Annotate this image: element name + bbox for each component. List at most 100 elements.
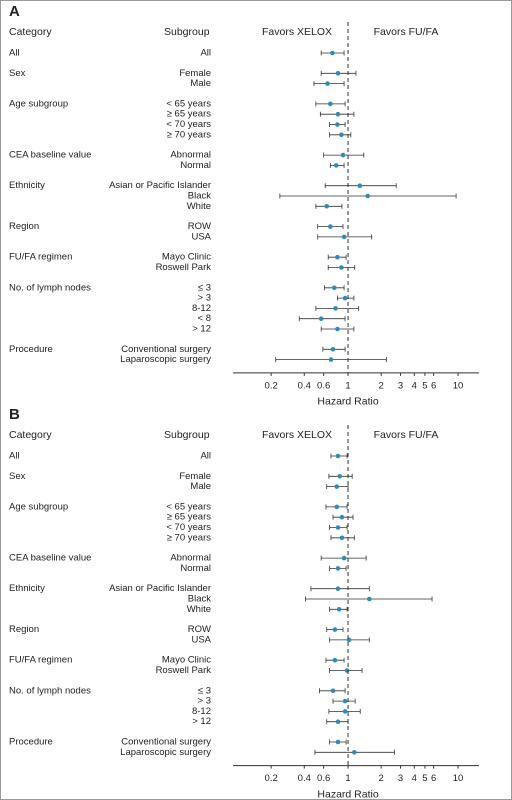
subgroup-label: Asian or Pacific Islander bbox=[109, 583, 211, 594]
point bbox=[339, 265, 344, 270]
x-tick-label: 10 bbox=[453, 773, 464, 784]
point bbox=[340, 152, 346, 158]
x-tick-label: 3 bbox=[398, 380, 403, 391]
point bbox=[324, 204, 330, 209]
subgroup-label: Roswell Park bbox=[156, 262, 212, 273]
column-header: Subgroup bbox=[164, 26, 210, 38]
subgroup-label: All bbox=[200, 48, 211, 59]
subgroup-label: < 70 years bbox=[166, 522, 211, 533]
point bbox=[337, 474, 343, 479]
point bbox=[352, 750, 357, 755]
point bbox=[335, 586, 341, 591]
subgroup-label: White bbox=[187, 604, 211, 615]
point bbox=[342, 709, 348, 714]
point bbox=[335, 254, 340, 260]
category-label: CEA baseline value bbox=[9, 553, 91, 564]
x-tick-label: 5 bbox=[422, 773, 427, 784]
x-axis-label: Hazard Ratio bbox=[317, 396, 378, 408]
subgroup-label: > 3 bbox=[198, 696, 211, 707]
x-axis-label: Hazard Ratio bbox=[317, 788, 378, 800]
point bbox=[318, 316, 324, 322]
category-label: Sex bbox=[9, 68, 26, 79]
point bbox=[335, 326, 340, 332]
subgroup-label: ≥ 65 years bbox=[167, 109, 212, 120]
point bbox=[335, 525, 341, 530]
point bbox=[366, 596, 372, 602]
subgroup-label: ROW bbox=[188, 624, 211, 635]
category-label: FU/FA regimen bbox=[9, 252, 72, 263]
subgroup-label: ≥ 70 years bbox=[167, 532, 212, 543]
subgroup-label: > 3 bbox=[198, 293, 211, 304]
x-tick-label: 1 bbox=[345, 380, 350, 391]
point bbox=[342, 698, 348, 704]
subgroup-label: Black bbox=[188, 594, 211, 605]
subgroup-label: Roswell Park bbox=[156, 665, 212, 676]
point bbox=[341, 234, 347, 240]
point bbox=[335, 566, 341, 571]
x-tick-label: 0.2 bbox=[265, 773, 278, 784]
subgroup-label: > 12 bbox=[192, 716, 211, 727]
subgroup-label: All bbox=[200, 451, 211, 462]
subgroup-label: Male bbox=[190, 78, 211, 89]
point bbox=[330, 347, 336, 352]
subgroup-label: Laparoscopic surgery bbox=[120, 354, 211, 365]
x-tick-label: 0.4 bbox=[298, 380, 311, 391]
point bbox=[335, 71, 341, 76]
x-tick-label: 2 bbox=[379, 380, 384, 391]
point bbox=[325, 81, 330, 86]
subgroup-label: ≥ 70 years bbox=[167, 129, 212, 140]
x-tick-label: 4 bbox=[412, 380, 417, 391]
category-label: Procedure bbox=[9, 737, 53, 748]
x-tick-label: 6 bbox=[431, 380, 436, 391]
category-label: Sex bbox=[9, 471, 26, 482]
point bbox=[344, 668, 350, 673]
category-label: Ethnicity bbox=[9, 180, 45, 191]
subgroup-label: ROW bbox=[188, 221, 211, 232]
category-label: All bbox=[9, 451, 20, 462]
category-label: Region bbox=[9, 221, 39, 232]
point bbox=[335, 111, 341, 117]
point bbox=[330, 50, 335, 56]
subgroup-label: ≤ 3 bbox=[198, 282, 211, 293]
x-tick-label: 3 bbox=[398, 773, 403, 784]
point bbox=[339, 132, 344, 138]
subgroup-label: Abnormal bbox=[170, 150, 211, 161]
x-tick-label: 5 bbox=[422, 380, 427, 391]
panel-label: A bbox=[9, 3, 20, 20]
point bbox=[339, 514, 345, 520]
category-label: Procedure bbox=[9, 344, 53, 355]
category-label: Ethnicity bbox=[9, 583, 45, 594]
column-header: Subgroup bbox=[164, 429, 210, 441]
subgroup-label: White bbox=[187, 201, 211, 212]
x-tick-label: 6 bbox=[431, 773, 436, 784]
subgroup-label: Conventional surgery bbox=[121, 344, 211, 355]
subgroup-label: Male bbox=[190, 481, 211, 492]
subgroup-label: ≤ 3 bbox=[198, 685, 211, 696]
subgroup-label: Black bbox=[188, 191, 211, 202]
subgroup-label: 8-12 bbox=[192, 706, 211, 717]
point bbox=[332, 627, 338, 632]
x-tick-label: 0.4 bbox=[298, 773, 311, 784]
point bbox=[334, 484, 340, 489]
subgroup-label: USA bbox=[191, 231, 211, 242]
category-label: FU/FA regimen bbox=[9, 655, 72, 666]
point bbox=[328, 224, 333, 229]
point bbox=[336, 607, 342, 612]
point bbox=[342, 295, 348, 301]
column-header: Category bbox=[9, 26, 52, 38]
point bbox=[335, 719, 341, 724]
category-label: Region bbox=[9, 624, 39, 635]
subgroup-label: Conventional surgery bbox=[121, 737, 211, 748]
subgroup-label: Mayo Clinic bbox=[162, 252, 211, 263]
point bbox=[339, 535, 345, 541]
subgroup-label: < 65 years bbox=[166, 98, 211, 109]
point bbox=[333, 163, 339, 168]
category-label: Age subgroup bbox=[9, 98, 68, 109]
point bbox=[346, 637, 352, 643]
point bbox=[335, 122, 340, 127]
category-label: CEA baseline value bbox=[9, 150, 91, 161]
x-tick-label: 4 bbox=[412, 773, 417, 784]
x-tick-label: 0.6 bbox=[317, 773, 330, 784]
point bbox=[335, 739, 341, 745]
